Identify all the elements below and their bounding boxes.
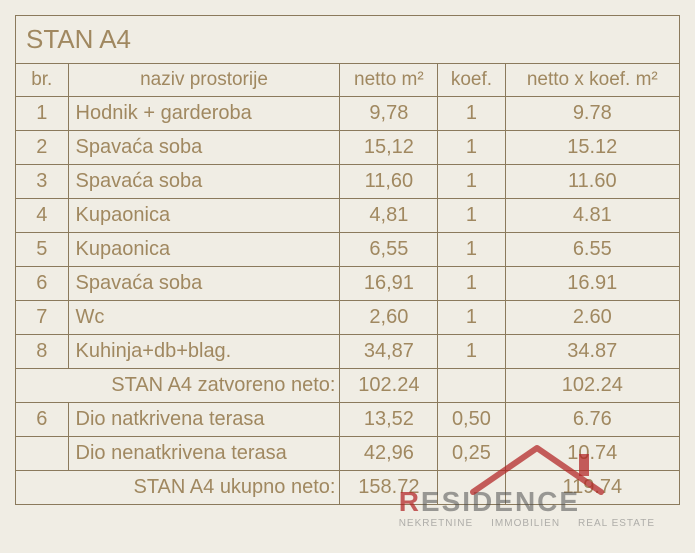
table-row: 2Spavaća soba15,12115.12 (16, 131, 680, 165)
total-label: STAN A4 ukupno neto: (16, 471, 340, 505)
row-netto: 4,81 (340, 199, 438, 233)
row-name: Spavaća soba (68, 267, 340, 301)
row-netto: 9,78 (340, 97, 438, 131)
table-row: 6Dio natkrivena terasa13,520,506.76 (16, 403, 680, 437)
row-br: 7 (16, 301, 69, 335)
row-result: 6.55 (505, 233, 679, 267)
row-result: 4.81 (505, 199, 679, 233)
row-br: 1 (16, 97, 69, 131)
row-result: 6.76 (505, 403, 679, 437)
row-result: 34.87 (505, 335, 679, 369)
row-br (16, 437, 69, 471)
col-header-br: br. (16, 64, 69, 97)
row-result: 2.60 (505, 301, 679, 335)
watermark-subtitle: NEKRETNINE IMMOBILIEN REAL ESTATE (399, 518, 655, 529)
row-netto: 13,52 (340, 403, 438, 437)
row-name: Kuhinja+db+blag. (68, 335, 340, 369)
total-netto: 158.72 (340, 471, 438, 505)
subtotal-netto: 102.24 (340, 369, 438, 403)
row-result: 15.12 (505, 131, 679, 165)
col-header-name: naziv prostorije (68, 64, 340, 97)
row-netto: 11,60 (340, 165, 438, 199)
row-koef: 0,25 (438, 437, 505, 471)
row-koef: 1 (438, 199, 505, 233)
table-row: 6Spavaća soba16,91116.91 (16, 267, 680, 301)
area-table: STAN A4 br. naziv prostorije netto m² ko… (15, 15, 680, 505)
row-name: Wc (68, 301, 340, 335)
table-row: 7Wc2,6012.60 (16, 301, 680, 335)
row-result: 10.74 (505, 437, 679, 471)
row-br: 6 (16, 267, 69, 301)
row-br: 3 (16, 165, 69, 199)
row-br: 2 (16, 131, 69, 165)
row-koef: 1 (438, 267, 505, 301)
total-koef (438, 471, 505, 505)
row-netto: 42,96 (340, 437, 438, 471)
subtotal-label: STAN A4 zatvoreno neto: (16, 369, 340, 403)
row-name: Kupaonica (68, 199, 340, 233)
col-header-koef: koef. (438, 64, 505, 97)
row-result: 9.78 (505, 97, 679, 131)
row-netto: 2,60 (340, 301, 438, 335)
row-netto: 34,87 (340, 335, 438, 369)
table-row: 8Kuhinja+db+blag.34,87134.87 (16, 335, 680, 369)
table-row: 4Kupaonica4,8114.81 (16, 199, 680, 233)
row-br: 4 (16, 199, 69, 233)
watermark-sub2: IMMOBILIEN (491, 518, 560, 529)
row-name: Spavaća soba (68, 131, 340, 165)
table-row: Dio nenatkrivena terasa42,960,2510.74 (16, 437, 680, 471)
watermark-sub1: NEKRETNINE (399, 518, 473, 529)
row-name: Hodnik + garderoba (68, 97, 340, 131)
watermark-sub3: REAL ESTATE (578, 518, 655, 529)
row-name: Spavaća soba (68, 165, 340, 199)
row-koef: 1 (438, 335, 505, 369)
table-row: 3Spavaća soba11,60111.60 (16, 165, 680, 199)
row-name: Dio natkrivena terasa (68, 403, 340, 437)
col-header-netto: netto m² (340, 64, 438, 97)
subtotal-koef (438, 369, 505, 403)
row-name: Dio nenatkrivena terasa (68, 437, 340, 471)
subtotal-result: 102.24 (505, 369, 679, 403)
row-koef: 1 (438, 131, 505, 165)
row-koef: 1 (438, 301, 505, 335)
row-koef: 1 (438, 165, 505, 199)
row-result: 16.91 (505, 267, 679, 301)
row-koef: 0,50 (438, 403, 505, 437)
row-koef: 1 (438, 233, 505, 267)
row-name: Kupaonica (68, 233, 340, 267)
row-koef: 1 (438, 97, 505, 131)
total-result: 119.74 (505, 471, 679, 505)
row-result: 11.60 (505, 165, 679, 199)
row-netto: 6,55 (340, 233, 438, 267)
table-row: 5Kupaonica6,5516.55 (16, 233, 680, 267)
row-br: 8 (16, 335, 69, 369)
row-netto: 16,91 (340, 267, 438, 301)
col-header-result: netto x koef. m² (505, 64, 679, 97)
table-title: STAN A4 (16, 16, 680, 64)
row-br: 6 (16, 403, 69, 437)
row-br: 5 (16, 233, 69, 267)
table-row: 1Hodnik + garderoba9,7819.78 (16, 97, 680, 131)
row-netto: 15,12 (340, 131, 438, 165)
